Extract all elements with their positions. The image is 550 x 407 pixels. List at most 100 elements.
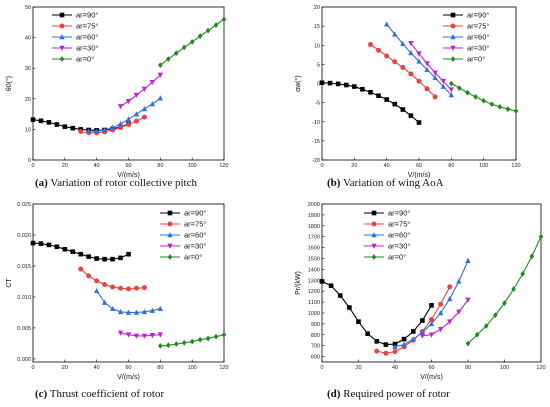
y-tick-label: 800	[311, 333, 320, 339]
data-point	[465, 340, 471, 347]
legend-entry: ar=30°	[443, 44, 489, 53]
data-point	[352, 84, 357, 89]
data-point	[400, 40, 406, 47]
x-tick-label: 80	[157, 365, 163, 371]
data-point	[408, 41, 414, 47]
legend-label: ar=30°	[388, 242, 410, 251]
series-ar=30°	[408, 41, 455, 93]
data-point	[102, 256, 107, 262]
legend-entry: ar=30°	[160, 242, 206, 251]
legend-marker	[371, 221, 377, 227]
caption-text: Thrust coefficient of rotor	[47, 388, 164, 400]
data-point	[197, 336, 203, 343]
panel-caption: (b) Variation of wing AoA	[327, 177, 444, 189]
data-point	[54, 122, 60, 127]
data-point	[149, 101, 156, 107]
x-tick-label: 0	[320, 365, 323, 371]
legend-marker	[167, 254, 173, 260]
legend-entry: ar=30°	[364, 242, 410, 251]
y-tick-label: 1200	[308, 289, 320, 295]
data-point	[368, 89, 373, 95]
legend-marker	[59, 12, 65, 18]
data-point	[376, 47, 382, 53]
y-tick-label: -5	[315, 101, 320, 107]
data-point	[157, 95, 164, 101]
y-axis-label: Pr/(kW)	[295, 271, 302, 295]
x-tick-label: 100	[188, 365, 197, 371]
data-point	[30, 117, 36, 122]
data-point	[149, 79, 156, 86]
x-tick-label: 80	[157, 163, 163, 169]
y-tick-label: 1700	[308, 235, 320, 241]
x-tick-label: 40	[384, 163, 390, 169]
data-point	[456, 278, 462, 284]
y-tick-label: 1300	[308, 278, 320, 284]
legend-label: ar=0°	[76, 55, 94, 64]
data-point	[502, 300, 507, 307]
series-ar=75°	[368, 41, 438, 100]
y-tick-label: 0	[28, 158, 31, 164]
data-point	[432, 94, 438, 100]
x-tick-label: 20	[62, 163, 68, 169]
caption-text: Variation of wing AoA	[340, 177, 443, 189]
y-tick-label: 50	[25, 5, 31, 11]
data-point	[481, 97, 486, 104]
y-tick-label: 1900	[308, 213, 320, 219]
data-point	[447, 295, 453, 302]
data-point	[38, 241, 44, 246]
y-tick-label: 1100	[308, 300, 320, 306]
data-point	[456, 309, 462, 315]
data-point	[133, 92, 140, 99]
data-point	[133, 285, 139, 291]
data-point	[337, 293, 343, 298]
data-point	[440, 78, 446, 85]
data-point	[410, 329, 416, 334]
y-tick-label: 30	[25, 66, 31, 72]
data-point	[78, 251, 84, 257]
legend-label: ar=75°	[388, 220, 410, 229]
x-axis-label: V/(m/s)	[117, 374, 140, 381]
y-tick-label: 5	[317, 62, 320, 68]
chart-panel-3: 0 20 40 60 80 100 120 0.000 0.005 0.010 0.015 0.020…	[6, 202, 229, 400]
legend-marker	[59, 56, 65, 62]
data-point	[437, 327, 444, 333]
series-ar=0°	[449, 80, 519, 114]
data-point	[109, 305, 116, 312]
data-point	[102, 282, 108, 288]
data-point	[125, 116, 132, 122]
data-point	[213, 333, 219, 340]
data-point	[365, 331, 370, 336]
legend-label: ar=0°	[467, 55, 485, 64]
legend-marker	[450, 34, 456, 40]
data-point	[221, 331, 227, 338]
data-point	[125, 309, 132, 315]
series-line	[321, 82, 420, 123]
x-tick-label: 40	[392, 365, 398, 371]
y-tick-label: 0.010	[17, 295, 31, 301]
legend-marker	[167, 232, 173, 238]
series-ar=75°	[78, 266, 147, 292]
data-point	[94, 278, 100, 284]
legend-label: ar=30°	[467, 44, 489, 53]
data-point	[465, 89, 470, 96]
data-point	[141, 86, 148, 92]
y-tick-label: 1800	[308, 224, 320, 230]
x-tick-label: 80	[448, 163, 454, 169]
y-tick-label: 10	[25, 127, 31, 133]
legend-label: ar=60°	[467, 33, 489, 42]
legend-label: ar=90°	[388, 209, 410, 218]
data-point	[62, 246, 68, 252]
y-axis-label: αw(°)	[294, 75, 302, 92]
data-point	[158, 62, 163, 69]
legend-entry: ar=75°	[52, 22, 98, 31]
data-point	[328, 283, 334, 289]
x-axis-label: V/(m/s)	[117, 172, 140, 179]
legend-label: ar=60°	[76, 33, 98, 42]
data-point	[86, 254, 92, 259]
x-tick-label: 0	[320, 163, 323, 169]
caption-letter: (d)	[327, 388, 341, 400]
x-tick-label: 120	[511, 163, 520, 169]
x-tick-label: 60	[428, 365, 434, 371]
series-ar=30°	[419, 297, 471, 339]
legend-entry: ar=90°	[443, 11, 489, 20]
